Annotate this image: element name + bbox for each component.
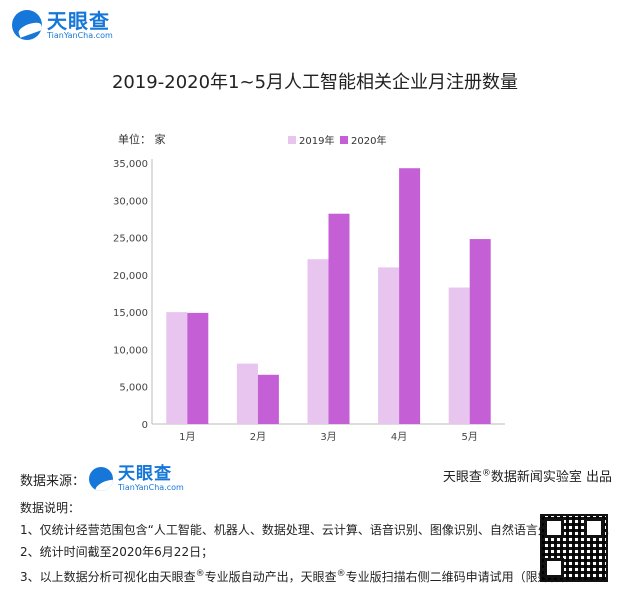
bar-2020年-1月 [187, 312, 209, 424]
note-3-part-a: 3、以上数据分析可视化由天眼查 [20, 570, 196, 584]
note-3-part-b: 专业版自动产出，天眼查 [204, 570, 337, 584]
bar-2019年-4月 [378, 267, 400, 424]
qr-code-icon [540, 514, 608, 582]
logo-icon [12, 10, 42, 40]
legend-swatch [288, 136, 296, 144]
x-tick-label: 1月 [179, 431, 195, 443]
tianyancha-logo: 天眼查 TianYanCha.com [12, 10, 113, 40]
data-source: 数据来源： 天眼查 TianYanCha.com [20, 464, 184, 493]
y-tick-label: 25,000 [113, 234, 148, 245]
y-tick-label: 30,000 [113, 196, 148, 207]
bar-2020年-4月 [399, 168, 421, 424]
bar-2019年-2月 [236, 363, 258, 424]
credit-text: 数据新闻实验室 出品 [490, 470, 612, 485]
y-tick-label: 10,000 [113, 345, 148, 356]
y-tick-label: 20,000 [113, 271, 148, 282]
bar-2019年-3月 [307, 259, 329, 424]
chart-title: 2019-2020年1~5月人工智能相关企业月注册数量 [111, 72, 519, 93]
note-1: 1、仅统计经营范围包含“人工智能、机器人、数据处理、云计算、语音识别、图像识别、… [20, 523, 617, 537]
unit-label: 单位： 家 [118, 132, 166, 146]
legend-swatch [340, 136, 348, 144]
credit-brand: 天眼查 [442, 470, 482, 485]
registered-mark: ® [336, 569, 346, 579]
x-tick-label: 4月 [391, 431, 407, 443]
source-logo-subtitle: TianYanCha.com [118, 483, 184, 492]
note-2: 2、统计时间截至2020年6月22日； [20, 545, 214, 559]
source-logo-name: 天眼查 [118, 464, 173, 484]
note-3: 3、以上数据分析可视化由天眼查®专业版自动产出，天眼查®专业版扫描右侧二维码申请… [20, 563, 616, 588]
bar-2020年-5月 [469, 239, 491, 424]
logo-name: 天眼查 [47, 8, 110, 33]
source-logo-icon [89, 467, 114, 491]
legend-label: 2020年 [351, 134, 386, 147]
source-label: 数据来源： [20, 473, 86, 489]
x-tick-label: 3月 [320, 431, 336, 443]
data-notes: 数据说明： 1、仅统计经营范围包含“人工智能、机器人、数据处理、云计算、语音识别… [20, 497, 616, 588]
x-tick-label: 5月 [462, 431, 478, 443]
y-tick-label: 35,000 [113, 159, 148, 170]
x-tick-label: 2月 [250, 431, 266, 443]
logo-subtitle: TianYanCha.com [47, 30, 113, 40]
y-tick-label: 5,000 [119, 383, 148, 394]
credit-line: 天眼查®数据新闻实验室 出品 [443, 466, 612, 485]
registered-mark: ® [195, 569, 205, 579]
legend-label: 2019年 [299, 134, 334, 147]
bar-2019年-5月 [448, 287, 470, 424]
bar-2020年-2月 [257, 374, 279, 424]
registered-mark: ® [481, 468, 491, 479]
y-tick-label: 0 [142, 420, 148, 431]
bar-2020年-3月 [328, 213, 350, 424]
bar-chart: 单位： 家 2019年 2020年 0 5,000 10,000 15,000 20,000 2… [113, 132, 505, 443]
y-tick-label: 15,000 [113, 308, 148, 319]
bar-2019年-1月 [166, 312, 188, 424]
note-3-part-c: 专业版扫描右侧二维码申请试用（限媒体）。 [345, 570, 580, 584]
notes-title: 数据说明： [20, 501, 81, 515]
